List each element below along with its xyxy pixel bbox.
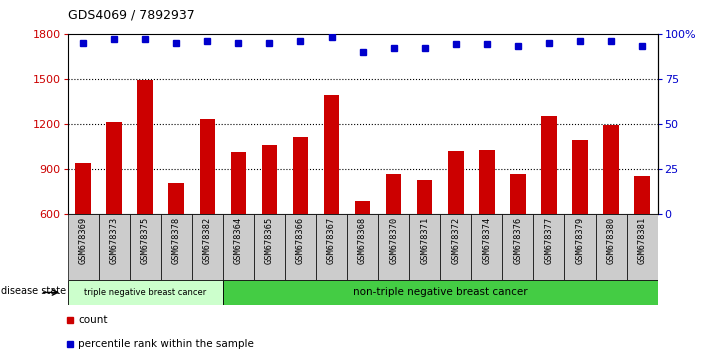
- Bar: [541, 116, 557, 214]
- Bar: [565, 214, 596, 280]
- Text: GSM678382: GSM678382: [203, 217, 212, 264]
- Text: GSM678366: GSM678366: [296, 217, 305, 264]
- Text: GDS4069 / 7892937: GDS4069 / 7892937: [68, 8, 194, 22]
- Bar: [316, 214, 347, 280]
- Bar: [223, 280, 658, 305]
- Bar: [471, 214, 503, 280]
- Bar: [324, 95, 339, 214]
- Text: GSM678375: GSM678375: [141, 217, 150, 264]
- Bar: [68, 214, 99, 280]
- Bar: [75, 163, 91, 214]
- Bar: [285, 214, 316, 280]
- Bar: [254, 214, 285, 280]
- Text: GSM678367: GSM678367: [327, 217, 336, 264]
- Text: GSM678373: GSM678373: [109, 217, 119, 264]
- Bar: [200, 119, 215, 214]
- Text: GSM678374: GSM678374: [482, 217, 491, 264]
- Bar: [230, 153, 246, 214]
- Bar: [626, 214, 658, 280]
- Bar: [99, 214, 129, 280]
- Bar: [634, 176, 650, 214]
- Bar: [347, 214, 378, 280]
- Bar: [440, 214, 471, 280]
- Bar: [107, 122, 122, 214]
- Text: count: count: [78, 315, 108, 325]
- Text: GSM678365: GSM678365: [265, 217, 274, 264]
- Text: GSM678377: GSM678377: [545, 217, 553, 264]
- Bar: [68, 280, 223, 305]
- Bar: [417, 179, 432, 214]
- Text: triple negative breast cancer: triple negative breast cancer: [84, 288, 206, 297]
- Text: GSM678381: GSM678381: [638, 217, 646, 264]
- Bar: [262, 145, 277, 214]
- Bar: [503, 214, 533, 280]
- Bar: [355, 201, 370, 214]
- Bar: [161, 214, 192, 280]
- Bar: [596, 214, 626, 280]
- Bar: [572, 141, 588, 214]
- Text: disease state: disease state: [1, 286, 66, 296]
- Text: GSM678378: GSM678378: [172, 217, 181, 264]
- Text: GSM678376: GSM678376: [513, 217, 523, 264]
- Text: GSM678379: GSM678379: [575, 217, 584, 264]
- Text: GSM678364: GSM678364: [234, 217, 243, 264]
- Bar: [448, 151, 464, 214]
- Text: GSM678380: GSM678380: [606, 217, 616, 264]
- Bar: [510, 173, 525, 214]
- Text: GSM678372: GSM678372: [451, 217, 460, 264]
- Bar: [604, 125, 619, 214]
- Bar: [410, 214, 440, 280]
- Bar: [293, 137, 309, 214]
- Bar: [192, 214, 223, 280]
- Bar: [169, 183, 184, 214]
- Bar: [223, 214, 254, 280]
- Text: GSM678369: GSM678369: [79, 217, 87, 264]
- Bar: [129, 214, 161, 280]
- Bar: [479, 150, 495, 214]
- Text: percentile rank within the sample: percentile rank within the sample: [78, 338, 255, 349]
- Bar: [378, 214, 410, 280]
- Bar: [137, 80, 153, 214]
- Bar: [386, 173, 402, 214]
- Bar: [533, 214, 565, 280]
- Text: GSM678368: GSM678368: [358, 217, 367, 264]
- Text: GSM678370: GSM678370: [389, 217, 398, 264]
- Text: non-triple negative breast cancer: non-triple negative breast cancer: [353, 287, 528, 297]
- Text: GSM678371: GSM678371: [420, 217, 429, 264]
